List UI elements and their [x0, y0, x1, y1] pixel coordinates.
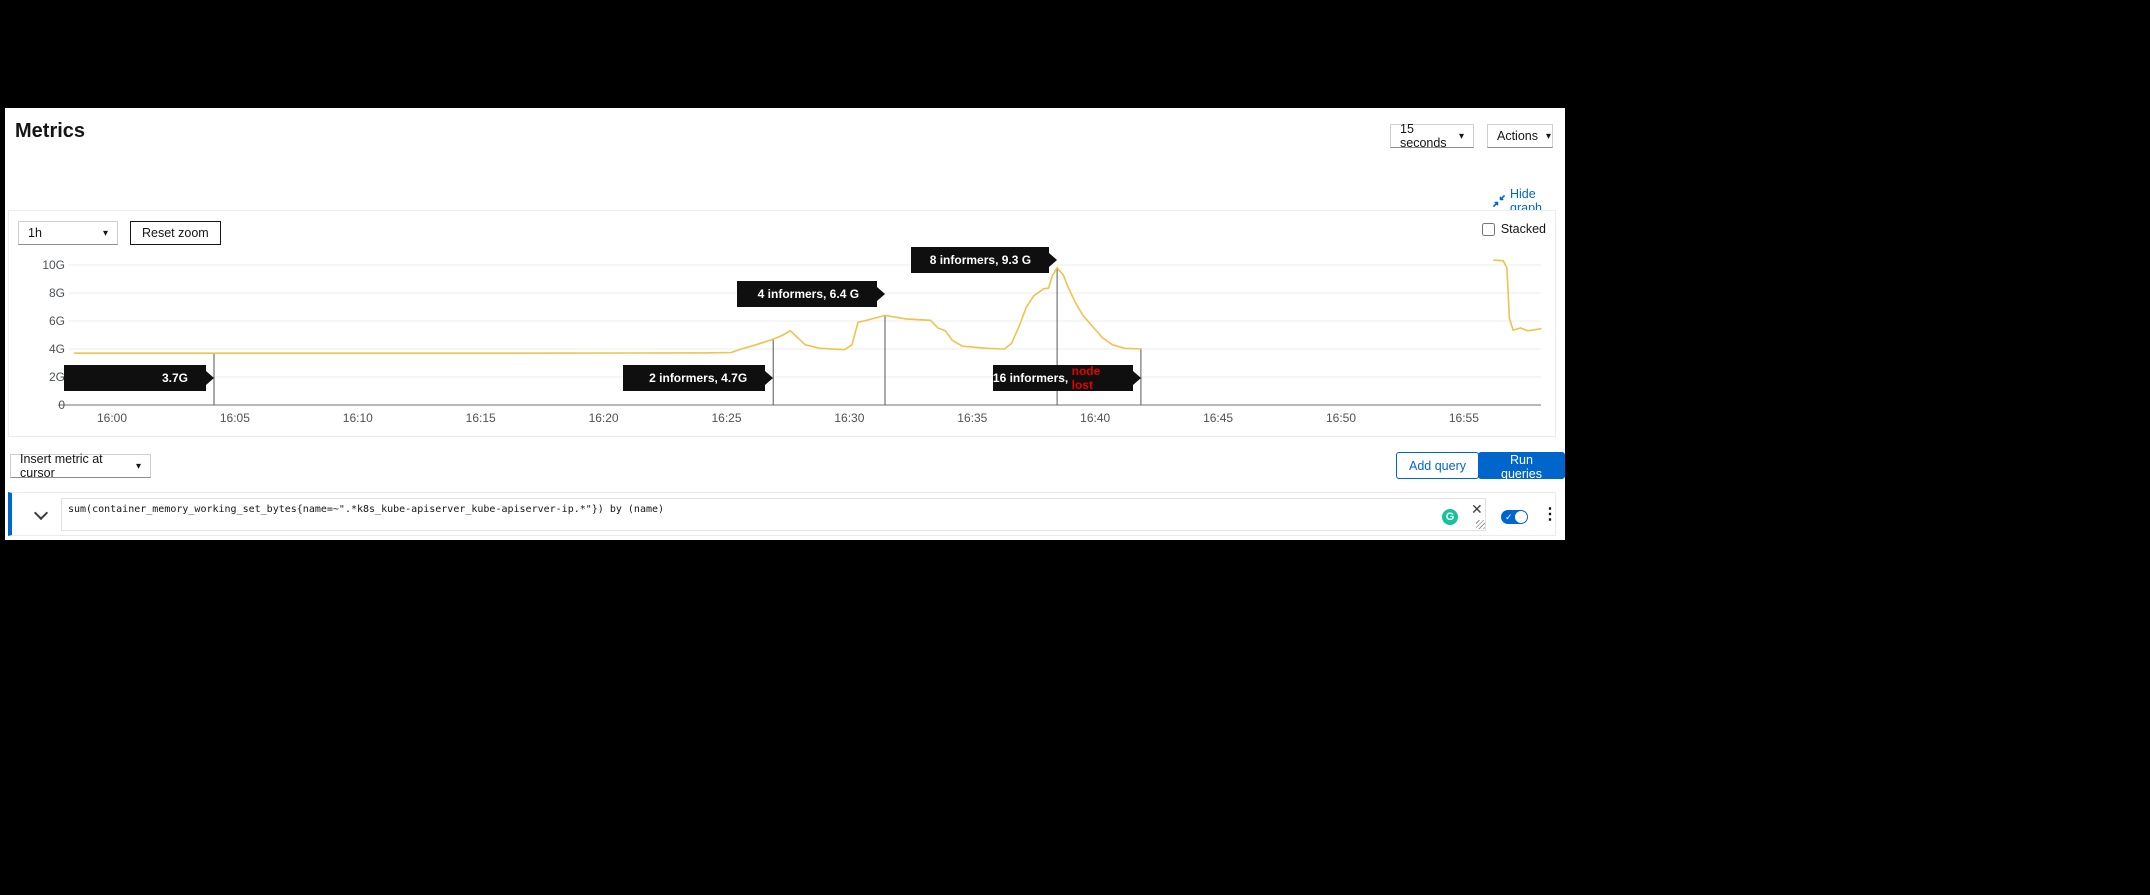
chevron-down-icon[interactable]: [33, 505, 49, 521]
check-icon: ✓: [1505, 512, 1513, 522]
refresh-interval-value: 15 seconds: [1400, 122, 1447, 150]
caret-down-icon: ▾: [102, 227, 108, 239]
chart-annotation: 2 informers, 4.7G: [623, 365, 774, 391]
timespan-select[interactable]: 1h ▾: [18, 221, 118, 245]
x-tick-label: 16:00: [97, 411, 127, 425]
x-tick-label: 16:50: [1326, 411, 1356, 425]
grammarly-icon[interactable]: G: [1442, 509, 1458, 525]
chart-annotation: 8 informers, 9.3 G: [911, 247, 1058, 273]
y-tick-label: 2G: [49, 370, 65, 384]
x-tick-label: 16:35: [957, 411, 987, 425]
query-editor-row: sum(container_memory_working_set_bytes{n…: [8, 492, 1558, 536]
x-tick-label: 16:20: [589, 411, 619, 425]
stacked-label: Stacked: [1500, 222, 1546, 236]
resize-grip-icon[interactable]: [1476, 520, 1485, 529]
x-tick-label: 16:40: [1080, 411, 1110, 425]
y-tick-label: 10G: [42, 258, 65, 272]
insert-metric-dropdown[interactable]: Insert metric at cursor ▾: [10, 452, 151, 480]
toggle-knob: [1515, 511, 1527, 523]
x-tick-label: 16:15: [466, 411, 496, 425]
query-enabled-toggle[interactable]: ✓: [1501, 510, 1528, 524]
y-tick-label: 8G: [49, 286, 65, 300]
reset-zoom-button[interactable]: Reset zoom: [130, 221, 221, 245]
actions-label: Actions: [1497, 129, 1538, 143]
caret-down-icon: ▾: [1458, 130, 1464, 142]
close-icon[interactable]: ✕: [1471, 501, 1483, 517]
chart-annotation: 4 informers, 6.4 G: [737, 281, 886, 307]
add-query-button[interactable]: Add query: [1396, 452, 1479, 479]
chart-annotation: 3.7G: [64, 365, 214, 391]
x-tick-label: 16:45: [1203, 411, 1233, 425]
insert-metric-label: Insert metric at cursor: [20, 452, 103, 480]
metrics-page: Metrics 15 seconds ▾ Actions ▾ Hide grap…: [5, 108, 1565, 540]
kebab-menu-icon[interactable]: ⋮: [1542, 506, 1558, 523]
y-tick-label: 0: [58, 398, 65, 412]
metrics-line-chart[interactable]: 0 2G 4G 6G 8G 10G 16:00 16:05 16:10 16:15 16:20 16:…: [9, 211, 1555, 436]
y-tick-label: 4G: [49, 342, 65, 356]
x-tick-label: 16:55: [1449, 411, 1479, 425]
compress-icon: [1493, 195, 1505, 207]
actions-dropdown[interactable]: Actions ▾: [1487, 124, 1553, 148]
x-tick-label: 16:30: [834, 411, 864, 425]
graph-panel: 1h ▾ Reset zoom Stacked 0 2G 4G 6G 8G 10G 16:0…: [8, 210, 1556, 437]
x-tick-label: 16:25: [711, 411, 741, 425]
refresh-interval-select[interactable]: 15 seconds ▾: [1390, 122, 1474, 150]
timespan-value: 1h: [28, 226, 42, 240]
x-tick-label: 16:10: [343, 411, 373, 425]
run-queries-button[interactable]: Run queries: [1478, 452, 1565, 481]
caret-down-icon: ▾: [135, 460, 141, 472]
caret-down-icon: ▾: [1546, 130, 1552, 142]
y-tick-label: 6G: [49, 314, 65, 328]
stacked-checkbox[interactable]: [1481, 222, 1495, 236]
promql-query-input[interactable]: sum(container_memory_working_set_bytes{n…: [61, 498, 1486, 531]
page-title: Metrics: [15, 120, 86, 142]
x-tick-label: 16:05: [220, 411, 250, 425]
stacked-control: Stacked: [1481, 222, 1546, 236]
chart-annotation: 16 informers, node lost: [992, 364, 1141, 392]
